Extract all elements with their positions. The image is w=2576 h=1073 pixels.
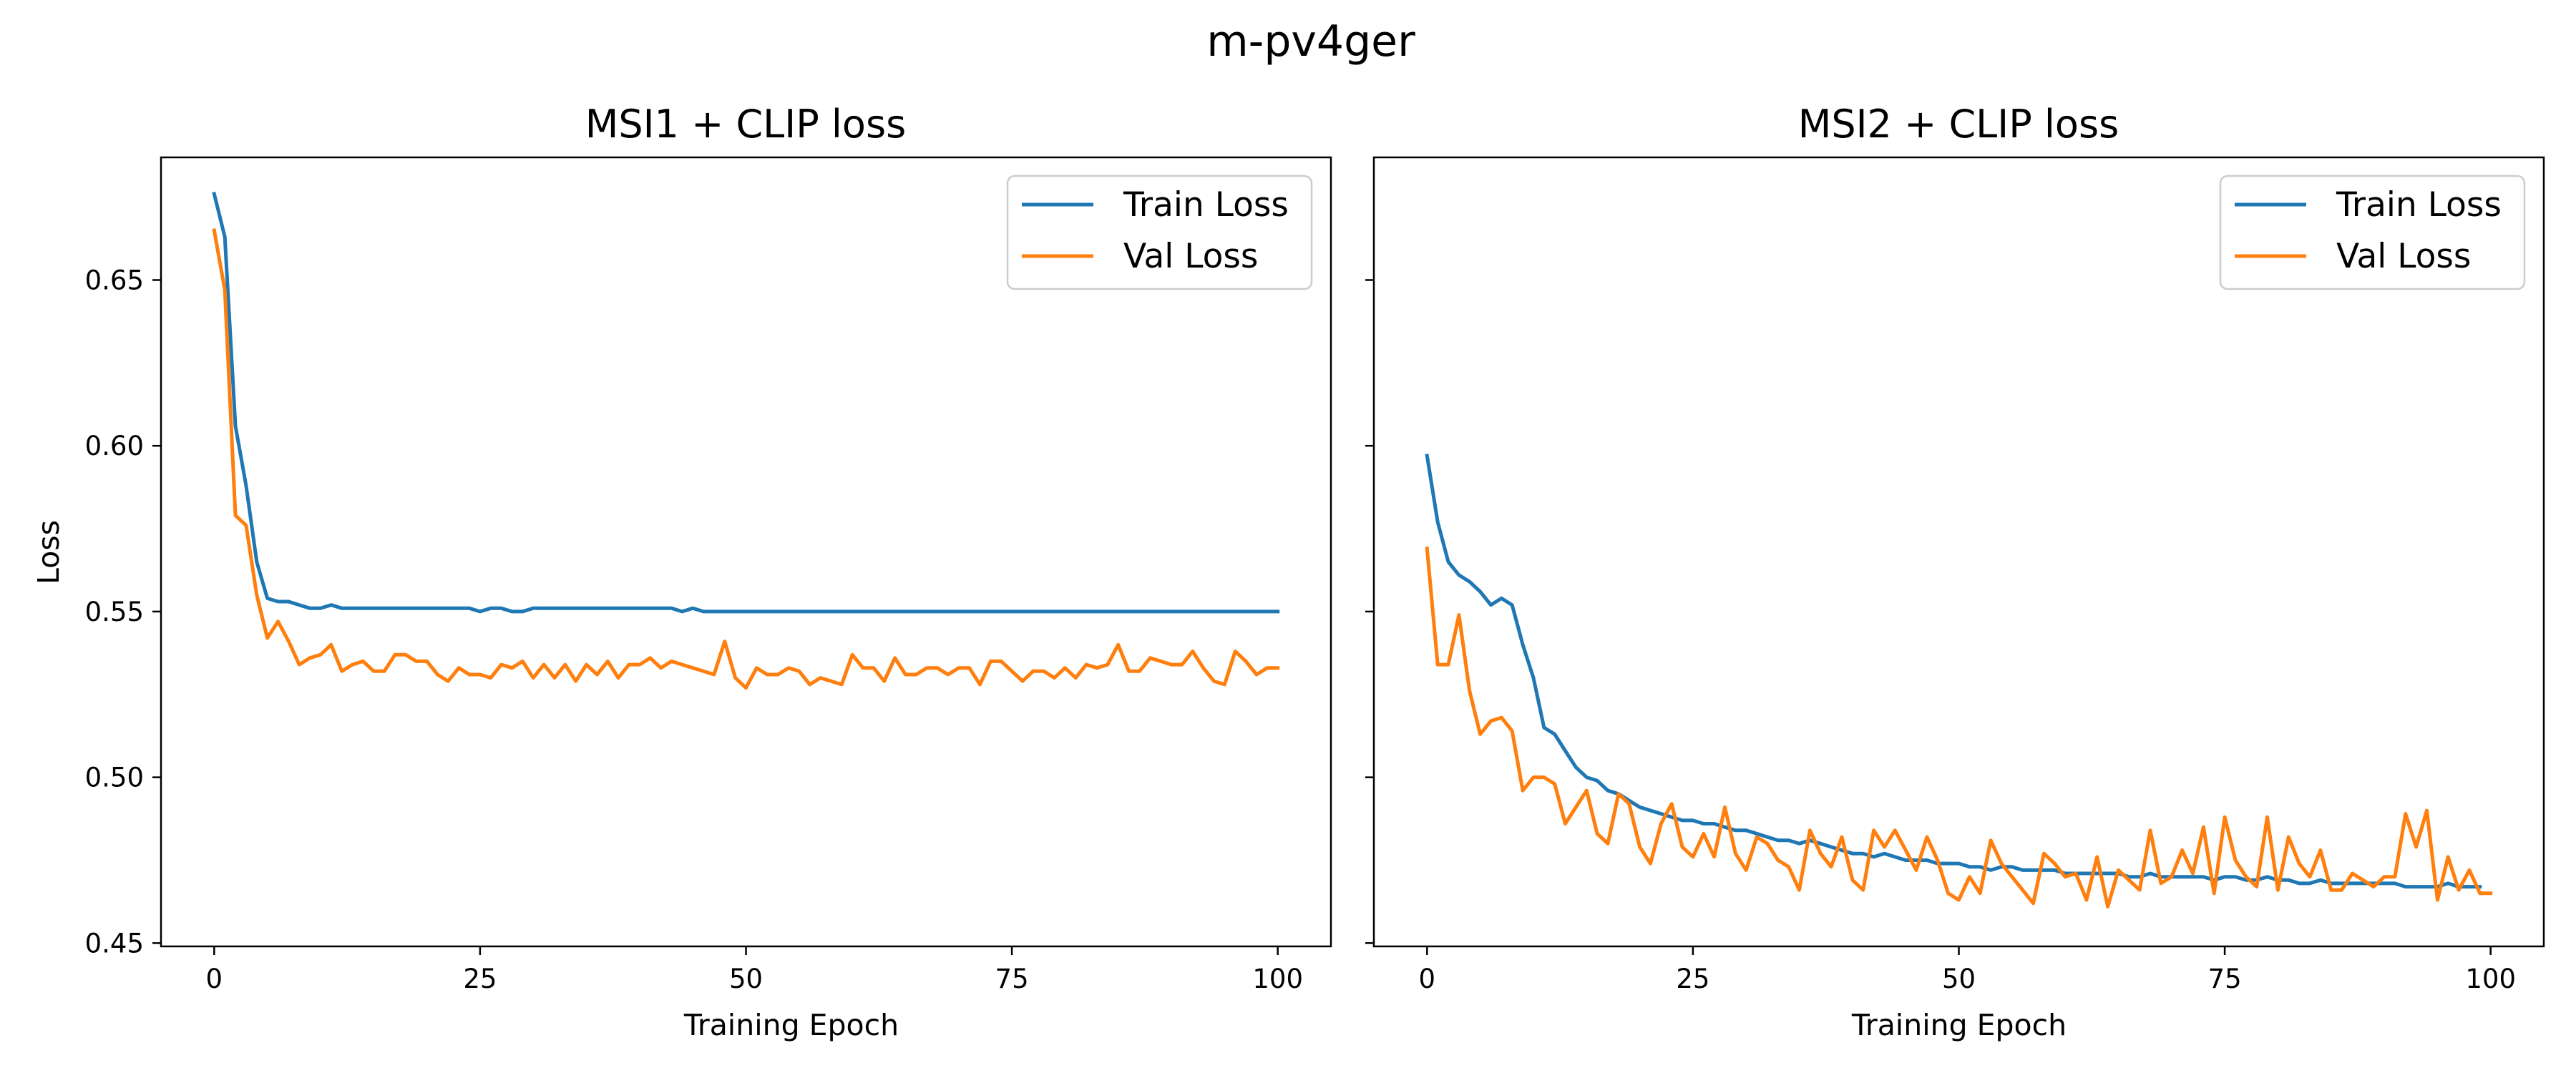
x-axis: 0 25 50 75 100 — [1419, 946, 2516, 994]
x-axis-label: Training Epoch — [1851, 1008, 2067, 1042]
legend: Train Loss Val Loss — [1006, 175, 1313, 290]
y-tick-label: 0.60 — [85, 431, 144, 461]
subplot-msi1: MSI1 + CLIP loss 0.45 0.50 0.55 0.60 0.65 0 2… — [31, 102, 1332, 1042]
figure-title: m-pv4ger — [1206, 16, 1415, 67]
val-loss-line — [1425, 547, 2493, 908]
x-tick-label: 50 — [729, 964, 763, 994]
legend: Train Loss Val Loss — [2219, 175, 2526, 290]
subplot-msi2: MSI2 + CLIP loss 0 25 50 75 100 Training Epo… — [1365, 102, 2545, 1042]
y-tick-label: 0.55 — [85, 597, 144, 627]
x-tick-label: 100 — [1252, 964, 1303, 994]
x-tick-label: 100 — [2465, 964, 2516, 994]
plot-frame — [160, 156, 1332, 948]
x-axis-label: Training Epoch — [683, 1008, 899, 1042]
legend-label-train: Train Loss — [2336, 185, 2502, 225]
x-axis: 0 25 50 75 100 — [206, 946, 1303, 994]
x-tick-label: 25 — [463, 964, 497, 994]
y-tick-label: 0.45 — [85, 928, 144, 959]
subplot-title: MSI1 + CLIP loss — [585, 102, 906, 147]
train-loss-line — [212, 191, 1280, 614]
plot-lines — [1425, 454, 2493, 908]
subplot-title: MSI2 + CLIP loss — [1798, 102, 2119, 147]
y-axis-label: Loss — [31, 520, 66, 584]
x-tick-label: 75 — [995, 964, 1029, 994]
y-axis — [1365, 279, 1374, 944]
y-axis: 0.45 0.50 0.55 0.60 0.65 — [85, 265, 161, 959]
x-tick-label: 25 — [1676, 964, 1709, 994]
x-tick-label: 75 — [2208, 964, 2242, 994]
y-tick-label: 0.50 — [85, 763, 144, 793]
legend-label-val: Val Loss — [1123, 237, 1258, 276]
x-tick-label: 0 — [1419, 964, 1436, 994]
plot-lines — [212, 191, 1280, 690]
plot-frame — [1372, 156, 2545, 948]
val-loss-line — [212, 228, 1280, 690]
train-loss-line — [1425, 454, 2482, 889]
x-tick-label: 50 — [1942, 964, 1976, 994]
x-tick-label: 0 — [206, 964, 223, 994]
legend-label-val: Val Loss — [2336, 237, 2471, 276]
y-tick-label: 0.65 — [85, 265, 144, 295]
legend-label-train: Train Loss — [1123, 185, 1289, 225]
